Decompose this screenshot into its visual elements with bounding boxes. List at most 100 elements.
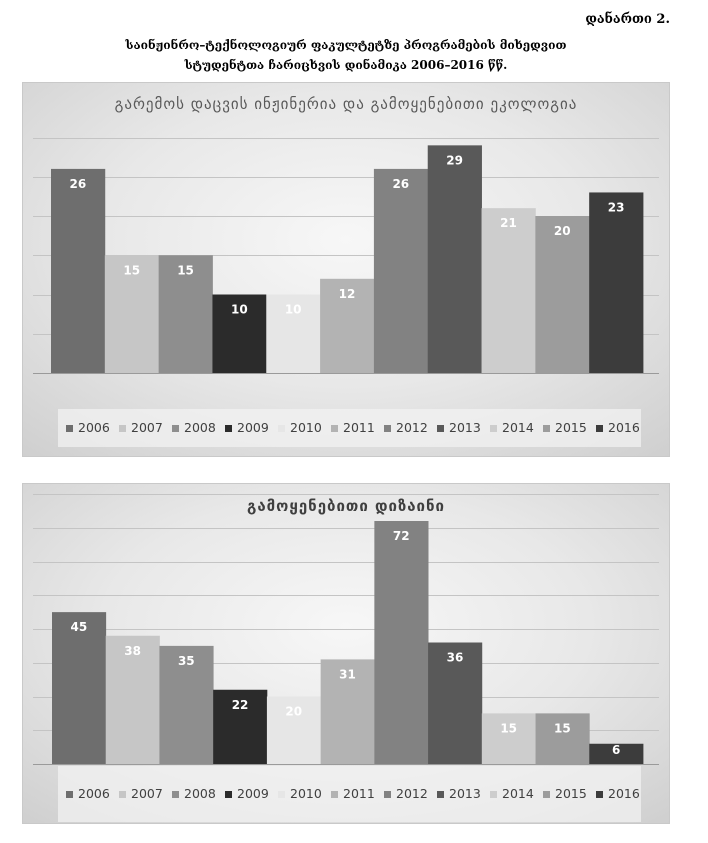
- bar-2009: [213, 689, 268, 764]
- legend-item-2013: 2013: [429, 420, 482, 436]
- data-label-2006: 26: [70, 177, 87, 191]
- bar-2008: [158, 255, 213, 373]
- bar-2011: [320, 278, 375, 373]
- bar-chart-2: 45 38 35 22 20 31 72 36 15 15 6 გამოყენებითი დიზაი…: [22, 483, 670, 824]
- legend-label: 2008: [184, 420, 216, 435]
- legend-label: 2013: [449, 420, 481, 435]
- legend-marker: [437, 424, 444, 432]
- legend-item-2016: 2016: [588, 420, 641, 436]
- legend-item-2013: 2013: [429, 786, 482, 802]
- legend-label: 2006: [78, 786, 110, 801]
- annex-label: დანართი 2.: [585, 12, 670, 27]
- legend-marker: [119, 790, 126, 798]
- legend-label: 2015: [555, 786, 587, 801]
- legend-label: 2014: [502, 786, 534, 801]
- bar-plot: 45 38 35 22 20 31 72 36 15 15 6: [33, 494, 659, 765]
- bar-2014: [481, 208, 536, 373]
- bar-2012: [374, 521, 429, 764]
- legend-item-2009: 2009: [217, 420, 270, 436]
- bar-2010: [266, 294, 321, 373]
- bar-2008: [159, 645, 214, 765]
- data-label-2011: 12: [339, 287, 356, 301]
- legend-label: 2010: [290, 786, 322, 801]
- data-label-2015: 20: [554, 224, 571, 238]
- chart-title: გამოყენებითი დიზაინი: [247, 497, 445, 515]
- data-label-2008: 15: [177, 263, 194, 277]
- legend-marker: [490, 424, 497, 432]
- legend-label: 2007: [131, 420, 163, 435]
- legend-marker: [384, 790, 391, 798]
- bar-2013: [427, 145, 482, 373]
- bar-plot: 26 15 15 10 10 12 26 29 21 20 23: [33, 138, 659, 374]
- legend-item-2014: 2014: [482, 420, 535, 436]
- data-label-2013: 36: [447, 651, 464, 665]
- bar-2013: [428, 642, 483, 764]
- legend-marker: [543, 790, 550, 798]
- data-label-2007: 38: [124, 644, 141, 658]
- bar-2007: [104, 255, 160, 373]
- data-label-2007: 15: [123, 263, 140, 277]
- document-title: საინჟინრო–ტექნოლოგიურ ფაკულტეტზე პროგრამ…: [0, 35, 692, 75]
- legend-item-2006: 2006: [58, 786, 111, 802]
- legend-item-2006: 2006: [58, 420, 111, 436]
- legend-item-2014: 2014: [482, 786, 535, 802]
- legend-label: 2009: [237, 786, 269, 801]
- document-title-line-1: საინჟინრო–ტექნოლოგიურ ფაკულტეტზე პროგრამ…: [125, 38, 567, 52]
- legend-marker: [119, 424, 126, 432]
- legend-marker: [66, 424, 73, 432]
- legend-label: 2015: [555, 420, 587, 435]
- legend-label: 2008: [184, 786, 216, 801]
- legend-label: 2012: [396, 420, 428, 435]
- legend-label: 2011: [343, 786, 375, 801]
- data-label-2015: 15: [554, 721, 571, 735]
- data-label-2012: 26: [392, 177, 409, 191]
- data-label-2009: 22: [232, 698, 249, 712]
- legend-label: 2016: [608, 420, 640, 435]
- data-label-2012: 72: [393, 529, 410, 543]
- chart-title: გარემოს დაცვის ინჟინერია და გამოყენებითი…: [114, 95, 578, 113]
- legend-item-2015: 2015: [535, 420, 588, 436]
- bar-2016: [589, 192, 644, 373]
- legend-item-2012: 2012: [376, 786, 429, 802]
- legend-marker: [278, 790, 285, 798]
- bar-2007: [105, 635, 160, 764]
- legend-label: 2012: [396, 786, 428, 801]
- legend-label: 2006: [78, 420, 110, 435]
- legend-marker: [384, 424, 391, 432]
- legend-marker: [437, 790, 444, 798]
- legend-label: 2010: [290, 420, 322, 435]
- bar-2006: [51, 168, 106, 373]
- bar-2010: [266, 696, 322, 764]
- legend-item-2015: 2015: [535, 786, 588, 802]
- data-label-2014: 21: [500, 216, 517, 230]
- legend-item-2008: 2008: [164, 786, 217, 802]
- bar-2006: [52, 612, 107, 765]
- data-label-2010: 20: [285, 705, 302, 719]
- legend-label: 2013: [449, 786, 481, 801]
- legend-marker: [225, 424, 232, 432]
- data-label-2016: 23: [608, 200, 625, 214]
- legend-marker: [66, 790, 73, 798]
- legend-label: 2009: [237, 420, 269, 435]
- legend-marker: [331, 424, 338, 432]
- legend-marker: [278, 424, 285, 432]
- legend-marker: [172, 424, 179, 432]
- bar-2009: [212, 294, 267, 373]
- data-label-2006: 45: [71, 620, 88, 634]
- legend-label: 2016: [608, 786, 640, 801]
- legend-item-2016: 2016: [588, 786, 641, 802]
- legend-item-2011: 2011: [323, 420, 376, 436]
- legend-item-2007: 2007: [111, 420, 164, 436]
- data-label-2010: 10: [285, 303, 302, 317]
- data-label-2013: 29: [446, 153, 463, 167]
- legend-marker: [331, 790, 338, 798]
- bar-2011: [320, 659, 375, 765]
- data-label-2014: 15: [500, 721, 517, 735]
- legend-marker: [225, 790, 232, 798]
- legend-label: 2011: [343, 420, 375, 435]
- data-label-2009: 10: [231, 303, 248, 317]
- legend-marker: [490, 790, 497, 798]
- legend-item-2012: 2012: [376, 420, 429, 436]
- legend-item-2010: 2010: [270, 420, 323, 436]
